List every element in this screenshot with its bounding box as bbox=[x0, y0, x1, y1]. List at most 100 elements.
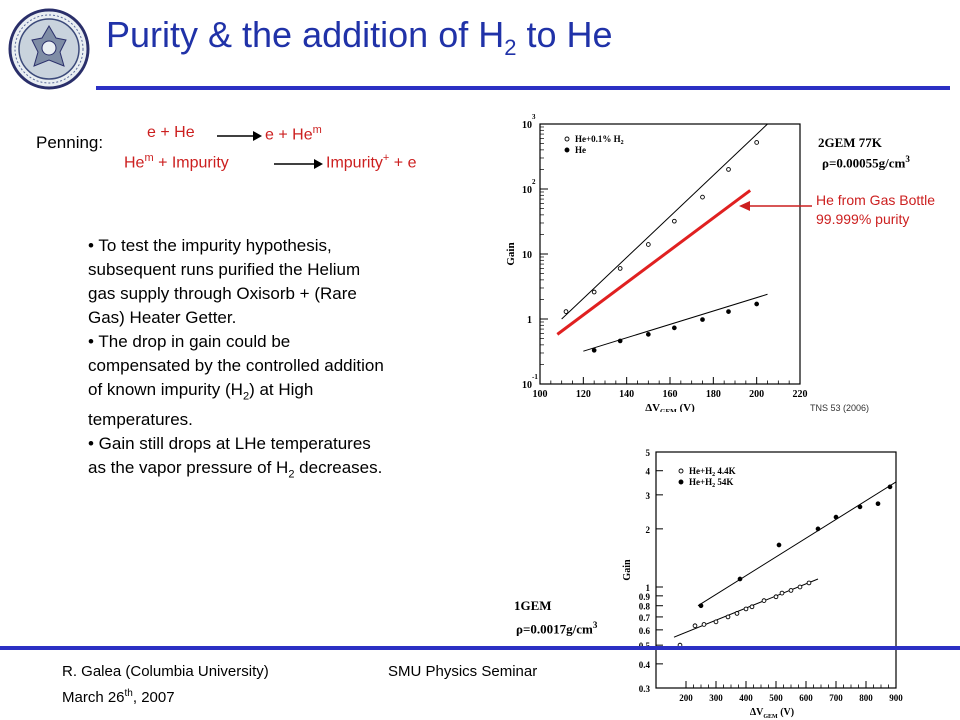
filled-data-point bbox=[726, 309, 731, 314]
red-annotation-arrow bbox=[739, 201, 812, 211]
open-data-point bbox=[797, 584, 803, 590]
y-tick-label: 10 bbox=[522, 120, 532, 131]
open-data-point bbox=[701, 622, 707, 627]
y-tick-label: 0.3 bbox=[639, 684, 651, 694]
open-data-point bbox=[563, 309, 569, 314]
legend-entry: He bbox=[575, 145, 586, 155]
footer-divider bbox=[0, 646, 960, 650]
open-data-point bbox=[692, 623, 698, 629]
reaction-2-arrow bbox=[274, 159, 323, 169]
x-tick-label: 120 bbox=[576, 389, 591, 400]
red-trend-line bbox=[556, 189, 752, 336]
filled-data-point bbox=[617, 338, 623, 344]
x-tick-label: 100 bbox=[533, 389, 548, 400]
filled-data-point bbox=[833, 514, 839, 520]
plot-frame bbox=[539, 123, 801, 385]
filled-data-point bbox=[857, 504, 863, 510]
plot1-condition-label: 2GEM 77K bbox=[818, 135, 882, 150]
open-data-point bbox=[743, 606, 749, 612]
filled-data-point bbox=[887, 484, 893, 490]
reaction-1-left: e + He bbox=[147, 124, 195, 141]
reaction-2-right: Impurity+ + e bbox=[326, 152, 417, 172]
filled-data-point bbox=[815, 526, 821, 532]
x-axis-label: ΔVGEM (V) bbox=[750, 707, 794, 720]
open-data-point bbox=[734, 611, 740, 616]
filled-data-point bbox=[737, 576, 743, 582]
bullet-3: • Gain still drops at LHe temperatures a… bbox=[88, 434, 383, 481]
y-tick-label: 0.6 bbox=[639, 626, 651, 636]
x-tick-label: 180 bbox=[706, 389, 721, 400]
legend-marker bbox=[678, 468, 684, 474]
open-data-point bbox=[671, 218, 677, 224]
filled-data-point bbox=[591, 347, 597, 353]
y-tick-label: 1 bbox=[646, 583, 651, 593]
plot2-condition-label: 1GEM bbox=[514, 598, 552, 613]
filled-data-point bbox=[754, 301, 760, 307]
y-tick-exponent: 3 bbox=[532, 113, 536, 121]
y-tick-label: 5 bbox=[646, 448, 651, 458]
open-data-point bbox=[700, 194, 705, 200]
y-tick-exponent: 2 bbox=[532, 178, 536, 186]
filled-data-point bbox=[671, 325, 677, 331]
x-tick-label: 600 bbox=[799, 693, 813, 703]
x-tick-label: 140 bbox=[619, 389, 634, 400]
legend-marker bbox=[564, 147, 570, 153]
gain-vs-voltage-plot-2gem: 100 120 140 160 180 200 22010-1110102103ΔVGEM … bbox=[505, 113, 808, 412]
fit-line bbox=[697, 481, 897, 607]
filled-data-point bbox=[645, 332, 651, 337]
penning-label: Penning: bbox=[36, 133, 104, 152]
open-data-point bbox=[761, 598, 767, 603]
open-data-point bbox=[645, 242, 651, 247]
x-tick-label: 160 bbox=[663, 389, 678, 400]
x-tick-label: 500 bbox=[769, 693, 783, 703]
x-axis-label: ΔVGEM (V) bbox=[645, 402, 695, 412]
reaction-1-arrow bbox=[217, 131, 262, 141]
open-data-point bbox=[725, 614, 731, 620]
open-data-point bbox=[726, 167, 731, 172]
legend-entry: He+0.1% H2 bbox=[575, 134, 624, 146]
open-data-point bbox=[713, 619, 719, 625]
filled-data-point bbox=[698, 603, 704, 609]
university-seal-logo bbox=[8, 8, 90, 90]
y-tick-label: 0.9 bbox=[639, 592, 651, 602]
bullet-1: • To test the impurity hypothesis, subse… bbox=[88, 236, 361, 327]
open-data-point bbox=[788, 588, 794, 593]
footer-author: R. Galea (Columbia University) bbox=[62, 663, 269, 680]
x-tick-label: 700 bbox=[829, 693, 843, 703]
open-data-point bbox=[749, 604, 755, 610]
plot1-density-label: ρ=0.00055g/cm3 bbox=[822, 154, 910, 171]
y-tick-label: 2 bbox=[646, 525, 651, 535]
y-tick-label: 0.7 bbox=[639, 613, 651, 623]
open-data-point bbox=[773, 594, 779, 600]
legend-marker bbox=[564, 136, 570, 142]
title-divider bbox=[96, 86, 950, 90]
y-axis-label: Gain bbox=[505, 242, 517, 265]
plot2-density-label: ρ=0.0017g/cm3 bbox=[516, 620, 598, 637]
y-tick-label: 10 bbox=[522, 250, 532, 261]
gain-vs-voltage-plot-1gem: 2003004005006007008009000.30.40.50.60.70… bbox=[622, 448, 903, 720]
plot-frame bbox=[655, 451, 897, 689]
x-tick-label: 220 bbox=[793, 389, 808, 400]
y-tick-label: 10 bbox=[522, 380, 532, 391]
y-tick-label: 0.8 bbox=[639, 602, 651, 612]
x-tick-label: 800 bbox=[859, 693, 873, 703]
open-data-point bbox=[754, 140, 760, 145]
legend-entry: He+H2 4.4K bbox=[689, 466, 736, 478]
y-tick-label: 3 bbox=[646, 491, 651, 501]
bullet-list: • To test the impurity hypothesis, subse… bbox=[88, 234, 388, 487]
filled-data-point bbox=[875, 501, 881, 507]
open-data-point bbox=[591, 289, 597, 295]
slide-title: Purity & the addition of H2 to He bbox=[106, 14, 613, 61]
red-line-annotation: He from Gas Bottle 99.999% purity bbox=[816, 192, 936, 227]
filled-data-point bbox=[700, 317, 705, 322]
fit-line bbox=[561, 123, 768, 320]
x-tick-label: 200 bbox=[749, 389, 764, 400]
y-tick-label: 1 bbox=[527, 315, 532, 326]
x-tick-label: 300 bbox=[709, 693, 723, 703]
y-tick-exponent: -1 bbox=[532, 373, 538, 381]
fit-line bbox=[583, 293, 768, 352]
reaction-2-left: Hem + Impurity bbox=[124, 152, 229, 172]
open-data-point bbox=[806, 580, 812, 586]
legend-entry: He+H2 54K bbox=[689, 477, 733, 489]
y-tick-label: 10 bbox=[522, 185, 532, 196]
